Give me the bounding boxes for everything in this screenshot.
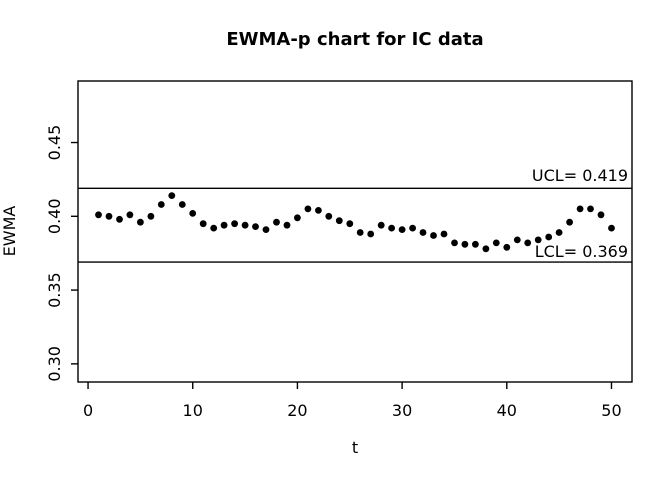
data-point xyxy=(555,229,563,236)
data-point xyxy=(315,207,322,214)
data-point xyxy=(566,218,573,226)
data-point xyxy=(482,245,490,253)
data-point xyxy=(157,201,165,208)
data-point xyxy=(335,217,343,225)
lcl-label: LCL= 0.369 xyxy=(535,242,628,261)
x-tick-label: 10 xyxy=(183,401,203,420)
data-point xyxy=(95,211,102,219)
data-point xyxy=(147,212,155,220)
data-point xyxy=(199,220,207,228)
data-point xyxy=(419,229,427,236)
x-tick-label: 40 xyxy=(497,401,517,420)
data-point xyxy=(189,210,197,217)
data-point xyxy=(440,230,448,238)
data-point xyxy=(461,240,469,248)
x-tick-label: 30 xyxy=(392,401,412,420)
data-point xyxy=(346,220,354,228)
data-point xyxy=(262,226,270,234)
data-point xyxy=(524,239,532,247)
data-point xyxy=(597,211,605,219)
data-point xyxy=(430,232,437,239)
chart-title: EWMA-p chart for IC data xyxy=(226,29,483,50)
data-point xyxy=(210,224,218,232)
data-point xyxy=(283,221,291,229)
data-point xyxy=(472,240,479,248)
data-point xyxy=(587,205,594,213)
data-point xyxy=(325,212,333,220)
data-point xyxy=(220,221,228,229)
x-tick-label: 50 xyxy=(601,401,621,420)
data-point xyxy=(178,201,186,208)
y-tick-label: 0.35 xyxy=(45,272,64,308)
data-point xyxy=(545,233,553,241)
data-point xyxy=(388,224,395,232)
plot-box xyxy=(77,80,633,383)
y-tick-label: 0.45 xyxy=(45,125,64,161)
data-point xyxy=(608,224,615,232)
data-point xyxy=(252,223,259,231)
data-point xyxy=(451,239,458,247)
data-point xyxy=(576,205,584,213)
ucl-label: UCL= 0.419 xyxy=(532,166,628,185)
data-point xyxy=(356,229,364,236)
data-point xyxy=(126,211,134,219)
data-point xyxy=(377,221,385,229)
data-point xyxy=(304,205,312,213)
data-point xyxy=(116,215,123,223)
data-point xyxy=(503,243,511,251)
data-point xyxy=(273,218,280,226)
plot-area: 0 10 20 30 40 50 0.30 0.35 0.40 0.45 xyxy=(45,80,633,420)
data-point xyxy=(534,236,542,244)
x-axis-label: t xyxy=(352,438,358,457)
data-point xyxy=(241,221,249,229)
y-tick-label: 0.40 xyxy=(45,198,64,234)
x-tick-label: 20 xyxy=(287,401,307,420)
data-point xyxy=(492,239,500,247)
data-point xyxy=(231,220,239,228)
data-point xyxy=(168,192,176,200)
data-point xyxy=(513,236,521,244)
data-point xyxy=(137,218,144,226)
data-point xyxy=(398,226,406,234)
x-tick-label: 0 xyxy=(83,401,93,420)
data-point xyxy=(409,224,416,232)
data-point xyxy=(105,212,113,220)
data-point xyxy=(367,230,375,238)
y-tick-label: 0.30 xyxy=(45,346,64,382)
data-point xyxy=(294,214,301,222)
y-axis-label: EWMA xyxy=(0,206,19,257)
